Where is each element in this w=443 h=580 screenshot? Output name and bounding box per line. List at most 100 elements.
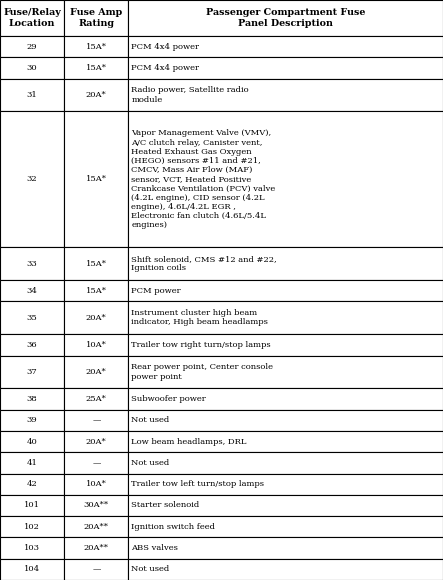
Bar: [128, 409, 443, 431]
Text: Radio power, Satellite radio
module: Radio power, Satellite radio module: [132, 86, 249, 104]
Text: 20A*: 20A*: [86, 91, 107, 99]
Text: 41: 41: [27, 459, 38, 467]
Text: Shift solenoid, CMS #12 and #22,
Ignition coils: Shift solenoid, CMS #12 and #22, Ignitio…: [132, 255, 277, 273]
Text: Instrument cluster high beam
indicator, High beam headlamps: Instrument cluster high beam indicator, …: [132, 309, 268, 327]
Text: 15A*: 15A*: [86, 64, 107, 72]
Bar: [64, 559, 128, 580]
Text: PCM power: PCM power: [132, 287, 181, 295]
Text: 10A*: 10A*: [86, 341, 107, 349]
Text: Subwoofer power: Subwoofer power: [132, 395, 206, 403]
Text: Trailer tow right turn/stop lamps: Trailer tow right turn/stop lamps: [132, 341, 271, 349]
Text: Fuse Amp
Rating: Fuse Amp Rating: [70, 8, 122, 28]
Bar: [64, 248, 128, 280]
Bar: [64, 538, 128, 559]
Bar: [128, 495, 443, 516]
Bar: [64, 0, 128, 36]
Text: Low beam headlamps, DRL: Low beam headlamps, DRL: [132, 437, 247, 445]
Text: Passenger Compartment Fuse
Panel Description: Passenger Compartment Fuse Panel Descrip…: [206, 8, 365, 28]
Bar: [64, 431, 128, 452]
Text: 101: 101: [24, 502, 40, 509]
Bar: [64, 409, 128, 431]
Bar: [128, 302, 443, 334]
Bar: [0, 57, 64, 79]
Text: ABS valves: ABS valves: [132, 544, 179, 552]
Bar: [0, 280, 64, 302]
Text: 104: 104: [24, 566, 40, 574]
Bar: [64, 36, 128, 57]
Text: 31: 31: [27, 91, 38, 99]
Bar: [128, 79, 443, 111]
Text: 15A*: 15A*: [86, 43, 107, 50]
Bar: [128, 473, 443, 495]
Text: 20A**: 20A**: [84, 523, 109, 531]
Text: Trailer tow left turn/stop lamps: Trailer tow left turn/stop lamps: [132, 480, 264, 488]
Text: Fuse/Relay
Location: Fuse/Relay Location: [3, 8, 61, 28]
Bar: [64, 57, 128, 79]
Text: 25A*: 25A*: [86, 395, 107, 403]
Bar: [128, 559, 443, 580]
Bar: [128, 280, 443, 302]
Text: 15A*: 15A*: [86, 287, 107, 295]
Bar: [64, 356, 128, 388]
Text: 20A**: 20A**: [84, 544, 109, 552]
Text: Vapor Management Valve (VMV),
A/C clutch relay, Canister vent,
Heated Exhaust Ga: Vapor Management Valve (VMV), A/C clutch…: [132, 129, 276, 230]
Text: Starter solenoid: Starter solenoid: [132, 502, 200, 509]
Text: Rear power point, Center console
power point: Rear power point, Center console power p…: [132, 363, 273, 380]
Text: 32: 32: [27, 175, 37, 183]
Bar: [64, 111, 128, 248]
Bar: [128, 431, 443, 452]
Bar: [64, 79, 128, 111]
Text: Not used: Not used: [132, 416, 170, 424]
Bar: [0, 559, 64, 580]
Bar: [0, 473, 64, 495]
Text: 15A*: 15A*: [86, 175, 107, 183]
Text: 40: 40: [27, 437, 38, 445]
Bar: [128, 452, 443, 473]
Bar: [0, 495, 64, 516]
Bar: [0, 248, 64, 280]
Bar: [0, 79, 64, 111]
Bar: [128, 36, 443, 57]
Bar: [0, 302, 64, 334]
Text: —: —: [92, 566, 101, 574]
Bar: [128, 57, 443, 79]
Bar: [0, 431, 64, 452]
Bar: [128, 388, 443, 409]
Bar: [64, 452, 128, 473]
Bar: [0, 334, 64, 356]
Bar: [64, 473, 128, 495]
Bar: [0, 356, 64, 388]
Text: 34: 34: [27, 287, 38, 295]
Text: 29: 29: [27, 43, 37, 50]
Text: 42: 42: [27, 480, 38, 488]
Bar: [128, 516, 443, 538]
Text: —: —: [92, 416, 101, 424]
Text: Ignition switch feed: Ignition switch feed: [132, 523, 215, 531]
Text: Not used: Not used: [132, 459, 170, 467]
Text: 39: 39: [27, 416, 38, 424]
Text: 102: 102: [24, 523, 40, 531]
Text: 30: 30: [27, 64, 37, 72]
Bar: [0, 36, 64, 57]
Bar: [128, 538, 443, 559]
Text: 38: 38: [27, 395, 38, 403]
Bar: [64, 334, 128, 356]
Bar: [0, 388, 64, 409]
Text: 37: 37: [27, 368, 38, 376]
Bar: [128, 334, 443, 356]
Bar: [64, 388, 128, 409]
Bar: [128, 356, 443, 388]
Bar: [0, 538, 64, 559]
Text: 36: 36: [27, 341, 37, 349]
Text: 20A*: 20A*: [86, 314, 107, 322]
Text: 10A*: 10A*: [86, 480, 107, 488]
Bar: [128, 111, 443, 248]
Text: PCM 4x4 power: PCM 4x4 power: [132, 43, 199, 50]
Bar: [0, 516, 64, 538]
Bar: [0, 409, 64, 431]
Text: 20A*: 20A*: [86, 437, 107, 445]
Bar: [128, 248, 443, 280]
Text: 20A*: 20A*: [86, 368, 107, 376]
Text: 15A*: 15A*: [86, 260, 107, 268]
Text: 103: 103: [24, 544, 40, 552]
